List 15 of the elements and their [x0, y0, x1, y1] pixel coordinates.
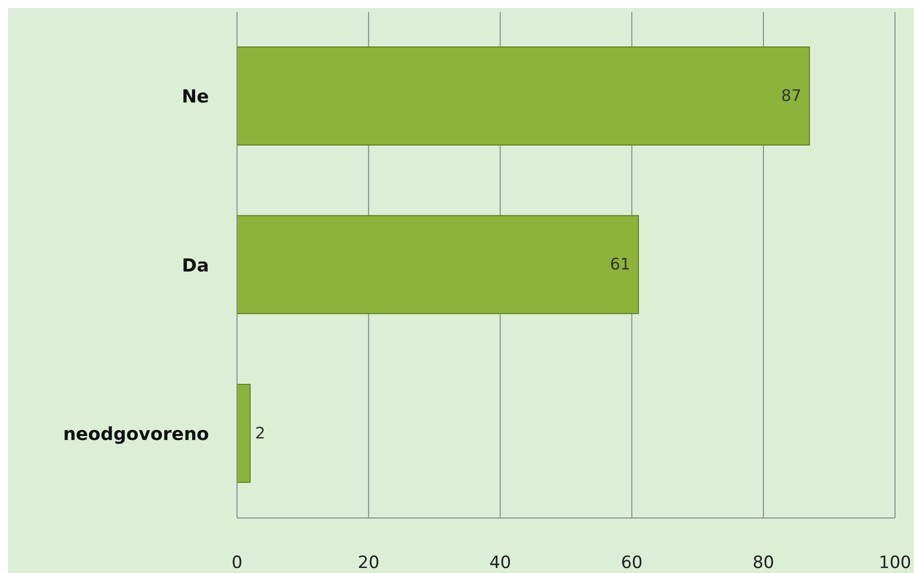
y-tick-label: Ne [182, 86, 209, 108]
x-tick-label: 40 [489, 553, 512, 573]
x-tick-label: 60 [620, 553, 643, 573]
y-tick-label: Da [182, 255, 209, 276]
bar [237, 384, 251, 483]
x-tick-label: 0 [232, 553, 242, 573]
bar [237, 215, 639, 314]
data-label: 2 [255, 423, 266, 442]
x-tick-label: 100 [878, 553, 912, 573]
data-label: 87 [781, 86, 802, 105]
y-tick-label: neodgovoreno [63, 424, 209, 446]
data-label: 61 [610, 254, 630, 274]
bar [237, 46, 810, 146]
x-tick-label: 80 [752, 553, 774, 573]
x-tick-label: 20 [358, 553, 380, 573]
